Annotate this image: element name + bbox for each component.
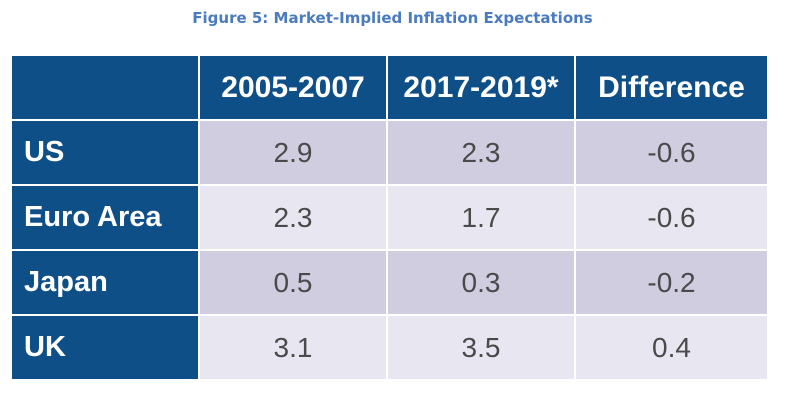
row-label-us: US: [10, 119, 200, 186]
row-label-uk: UK: [10, 314, 200, 381]
cell-euro-area-2005-2007: 2.3: [198, 184, 388, 251]
header-difference: Difference: [574, 54, 769, 121]
cell-uk-2005-2007: 3.1: [198, 314, 388, 381]
figure-title: Figure 5: Market-Implied Inflation Expec…: [192, 9, 593, 27]
cell-japan-2005-2007: 0.5: [198, 249, 388, 316]
table-row: US 2.9 2.3 -0.6: [10, 119, 769, 186]
cell-japan-2017-2019: 0.3: [386, 249, 576, 316]
cell-uk-2017-2019: 3.5: [386, 314, 576, 381]
inflation-expectations-table: 2005-2007 2017-2019* Difference US 2.9 2…: [10, 54, 769, 381]
cell-uk-difference: 0.4: [574, 314, 769, 381]
cell-us-2005-2007: 2.9: [198, 119, 388, 186]
row-label-japan: Japan: [10, 249, 200, 316]
header-period-2017-2019: 2017-2019*: [386, 54, 576, 121]
row-label-euro-area: Euro Area: [10, 184, 200, 251]
cell-japan-difference: -0.2: [574, 249, 769, 316]
header-period-2005-2007: 2005-2007: [198, 54, 388, 121]
cell-euro-area-2017-2019: 1.7: [386, 184, 576, 251]
header-row: 2005-2007 2017-2019* Difference: [10, 54, 769, 121]
table-row: Euro Area 2.3 1.7 -0.6: [10, 184, 769, 251]
table-row: UK 3.1 3.5 0.4: [10, 314, 769, 381]
cell-us-2017-2019: 2.3: [386, 119, 576, 186]
header-corner-cell: [10, 54, 200, 121]
cell-euro-area-difference: -0.6: [574, 184, 769, 251]
table-row: Japan 0.5 0.3 -0.2: [10, 249, 769, 316]
cell-us-difference: -0.6: [574, 119, 769, 186]
